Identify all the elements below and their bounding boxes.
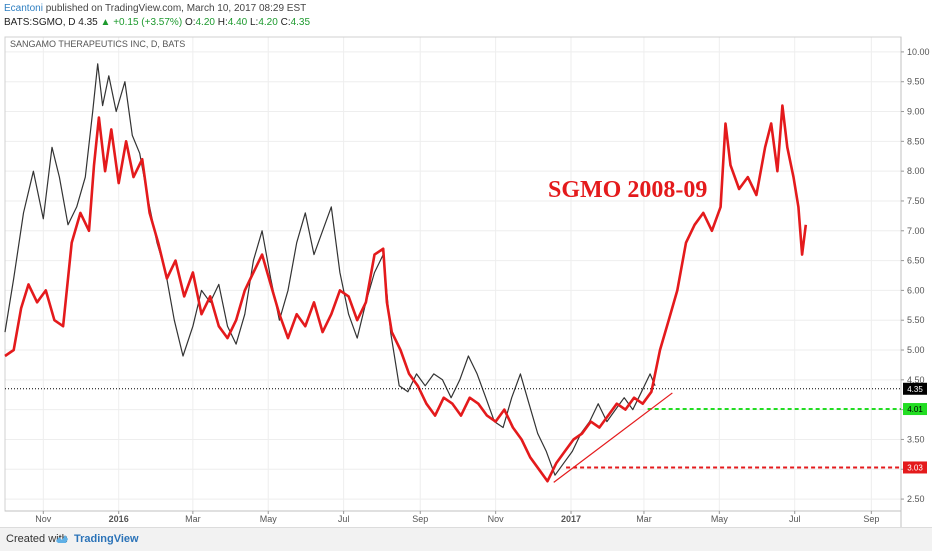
close-value: 4.35 <box>290 17 311 28</box>
tradingview-cloud-icon <box>56 535 68 543</box>
overlay-series <box>4 104 808 483</box>
y-axis-ticks: 2.503.003.504.004.505.005.506.006.507.00… <box>901 47 930 504</box>
low-value: 4.20 <box>258 17 278 28</box>
ohlc-bar: BATS:SGMO, D 4.35 ▲ +0.15 (+3.57%) O:4.2… <box>4 16 310 29</box>
open-label: O: <box>184 17 196 28</box>
chart-annotation: SGMO 2008-09 <box>548 177 707 203</box>
last-price: 4.35 <box>78 17 98 28</box>
symbol-label: BATS:SGMO, D <box>4 17 76 28</box>
x-axis-ticks: Nov 2016 Mar May Jul Sep Nov 2017 Mar May Jul Sep <box>35 511 879 524</box>
x-tick-label: 2016 <box>109 514 129 524</box>
high-value: 4.40 <box>227 17 248 28</box>
price-tag-current <box>903 382 927 395</box>
price-levels <box>5 388 901 483</box>
chart-grid <box>5 37 901 511</box>
low-label: L: <box>250 17 259 28</box>
close-label: C: <box>280 17 291 28</box>
footer: Created with TradingView <box>0 527 932 551</box>
price-chart[interactable]: 2.503.003.504.004.505.005.506.006.507.00… <box>0 30 932 527</box>
y-tick-label: 8.50 <box>907 136 925 146</box>
publish-info: Ecantoni published on TradingView.com, M… <box>4 2 306 15</box>
published-text: published on TradingView.com, March 10, … <box>45 3 307 14</box>
y-tick-label: 4.50 <box>907 375 925 385</box>
price-tags: 4.35 4.01 3.03 <box>903 382 927 474</box>
y-tick-label: 10.00 <box>907 47 930 57</box>
author-link[interactable]: Ecantoni <box>4 3 43 14</box>
chart-title: SANGAMO THERAPEUTICS INC, D, BATS <box>10 39 185 49</box>
tradingview-brand[interactable]: TradingView <box>74 533 139 545</box>
price-line <box>4 63 656 476</box>
y-tick-label: 9.00 <box>907 107 925 117</box>
y-tick-label: 6.00 <box>907 285 925 295</box>
trendline <box>553 392 673 483</box>
y-tick-label: 5.50 <box>907 315 925 325</box>
y-tick-label: 2.50 <box>907 494 925 504</box>
price-tag-support-red <box>903 461 927 474</box>
created-with-label: Created with <box>6 533 68 545</box>
price-tag-label-support-red: 3.03 <box>907 463 923 472</box>
x-tick-label: Sep <box>863 514 879 524</box>
change-arrow-icon: ▲ <box>100 17 111 28</box>
y-tick-label: 7.50 <box>907 196 925 206</box>
x-tick-label: Mar <box>636 514 652 524</box>
x-tick-label: 2017 <box>561 514 581 524</box>
price-tag-label-current: 4.35 <box>907 385 923 394</box>
x-tick-label: Mar <box>185 514 201 524</box>
y-tick-label: 3.50 <box>907 434 925 444</box>
change-value: +0.15 (+3.57%) <box>113 17 183 28</box>
high-label: H: <box>217 17 228 28</box>
y-tick-label: 6.50 <box>907 256 925 266</box>
x-tick-label: Jul <box>338 514 350 524</box>
x-tick-label: May <box>711 514 729 524</box>
x-tick-label: Sep <box>412 514 428 524</box>
y-tick-label: 8.00 <box>907 166 925 176</box>
price-series <box>4 63 656 476</box>
overlay-line <box>4 104 808 483</box>
x-tick-label: May <box>260 514 278 524</box>
y-tick-label: 5.00 <box>907 345 925 355</box>
y-tick-label: 9.50 <box>907 77 925 87</box>
x-tick-label: Nov <box>35 514 52 524</box>
y-tick-label: 7.00 <box>907 226 925 236</box>
price-tag-label-support-green: 4.01 <box>907 405 923 414</box>
open-value: 4.20 <box>195 17 215 28</box>
x-tick-label: Nov <box>488 514 505 524</box>
x-tick-label: Jul <box>789 514 801 524</box>
price-tag-support-green <box>903 403 927 416</box>
